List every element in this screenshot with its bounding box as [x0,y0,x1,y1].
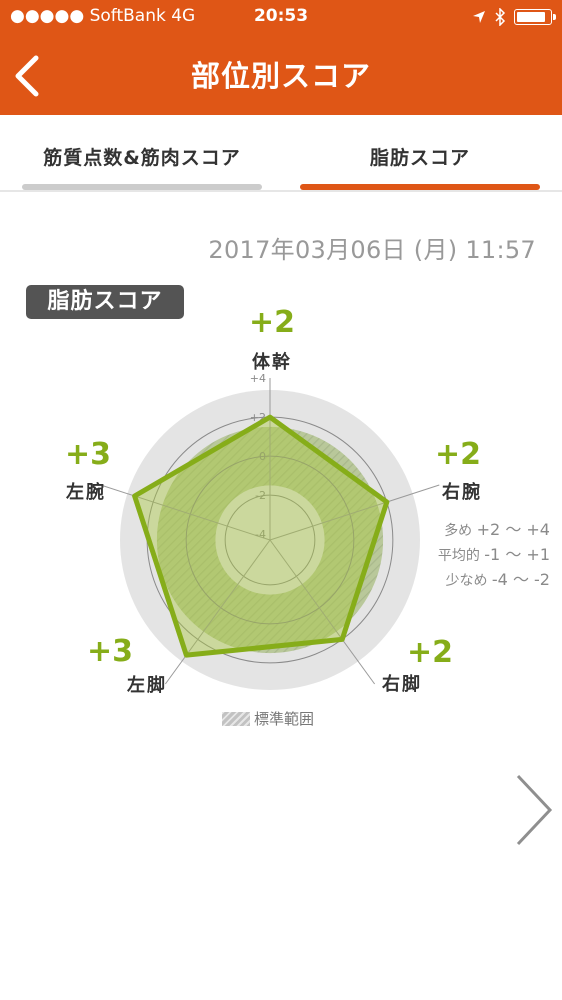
tab-bar: 筋質点数&筋肉スコア 脂肪スコア [0,115,562,192]
part-name-4: 左腕 [66,481,106,503]
standard-range-legend: 標準範囲 [222,708,314,729]
tab-indicator [22,184,262,190]
chevron-left-icon[interactable] [10,54,50,98]
carrier-label: ●●●●● SoftBank 4G [10,6,196,26]
tab-indicator-active [300,184,540,190]
legend-row-low: 少なめ -4 〜 -2 [445,570,550,589]
part-score-2: +2 [407,635,453,670]
tab-label: 脂肪スコア [369,147,470,169]
standard-range-label: 標準範囲 [254,710,315,728]
score-polygon [132,414,390,658]
tab-label: 筋質点数&筋肉スコア [43,147,241,169]
section-badge: 脂肪スコア [26,285,184,319]
radar-axis-line [164,539,271,685]
bluetooth-icon [495,8,506,26]
page-title: 部位別スコア [190,59,371,93]
part-score-0: +2 [249,305,295,340]
status-time: 20:53 [253,6,309,26]
score-legend: 多め +2 〜 +4 平均的 -1 〜 +1 少なめ -4 〜 -2 [438,518,550,593]
part-name-3: 左脚 [127,674,167,696]
location-arrow-icon [473,11,485,23]
scale-tick-label: +4 [250,372,266,385]
status-icons [472,8,556,26]
battery-icon [514,9,556,25]
scale-tick-label: -2 [255,489,266,502]
chevron-right-icon[interactable] [508,770,558,850]
part-name-1: 右腕 [442,481,482,503]
status-bar: ●●●●● SoftBank 4G 20:53 [0,0,562,34]
tab-muscle-score[interactable]: 筋質点数&筋肉スコア [22,115,262,190]
part-name-0: 体幹 [252,351,292,373]
radar-axis-line [269,484,440,541]
radar-axis-line [269,539,376,685]
legend-row-average: 平均的 -1 〜 +1 [437,545,550,564]
legend-row-high: 多め +2 〜 +4 [444,520,550,539]
radar-chart: +4+20-2-4+2体幹+2右腕+2右脚+3左脚+3左腕 [65,305,482,696]
part-score-1: +2 [435,437,481,472]
scale-tick-label: -4 [255,528,266,541]
scale-tick-label: 0 [259,450,266,463]
standard-range-swatch [222,711,250,726]
measurement-datetime: 2017年03月06日 (月) 11:57 [208,236,536,264]
part-score-3: +3 [87,634,133,669]
radar-axis-line [100,484,271,541]
app-header: ●●●●● SoftBank 4G 20:53 部位別スコア [0,0,562,115]
tab-fat-score[interactable]: 脂肪スコア [300,115,540,190]
part-score-4: +3 [65,437,111,472]
part-name-2: 右脚 [382,673,422,695]
